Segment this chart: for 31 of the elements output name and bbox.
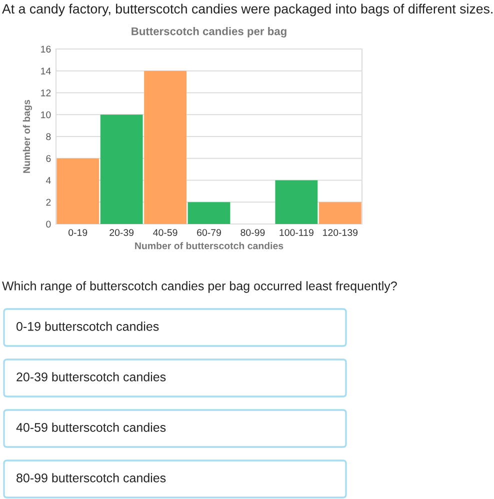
x-tick-label: 40-59 <box>153 229 178 236</box>
y-tick-label: 0 <box>46 220 51 228</box>
text: 80-99 butterscotch candies <box>16 473 166 482</box>
y-tick-label: 10 <box>41 111 51 118</box>
y-tick-label: 4 <box>46 177 51 184</box>
bar <box>275 180 318 224</box>
y-axis-title: Number of bags <box>22 100 32 173</box>
bar <box>188 202 230 224</box>
x-tick-label: 100-119 <box>280 229 314 236</box>
x-tick-label: 0-19 <box>68 229 88 236</box>
bar <box>56 158 100 224</box>
text: Which range of butterscotch candies per bag occurred least frequently? <box>2 281 397 293</box>
text: 20-39 butterscotch candies <box>16 372 166 382</box>
x-tick-label: 80-99 <box>240 229 265 236</box>
text: 40-59 butterscotch candies <box>16 422 166 432</box>
y-tick-label: 6 <box>46 155 51 162</box>
chart-title: Butterscotch candies per bag <box>132 27 286 38</box>
y-tick-label: 8 <box>46 133 51 140</box>
y-tick-label: 16 <box>41 46 51 53</box>
chart-subtitle: At a candy factory, butterscotch candies were packaged into bags of different sizes. <box>2 4 492 16</box>
text: 0-19 butterscotch candies <box>16 322 159 331</box>
bar <box>100 114 143 224</box>
x-tick-label: 20-39 <box>110 229 134 236</box>
bar <box>318 202 362 224</box>
x-tick-label: 120-139 <box>323 229 358 236</box>
y-tick-label: 14 <box>41 68 51 74</box>
x-tick-label: 60-79 <box>197 229 221 236</box>
bar <box>144 70 186 224</box>
y-tick-label: 12 <box>41 89 51 96</box>
y-tick-label: 2 <box>46 198 51 206</box>
x-axis-title: Number of butterscotch candies <box>135 242 284 250</box>
